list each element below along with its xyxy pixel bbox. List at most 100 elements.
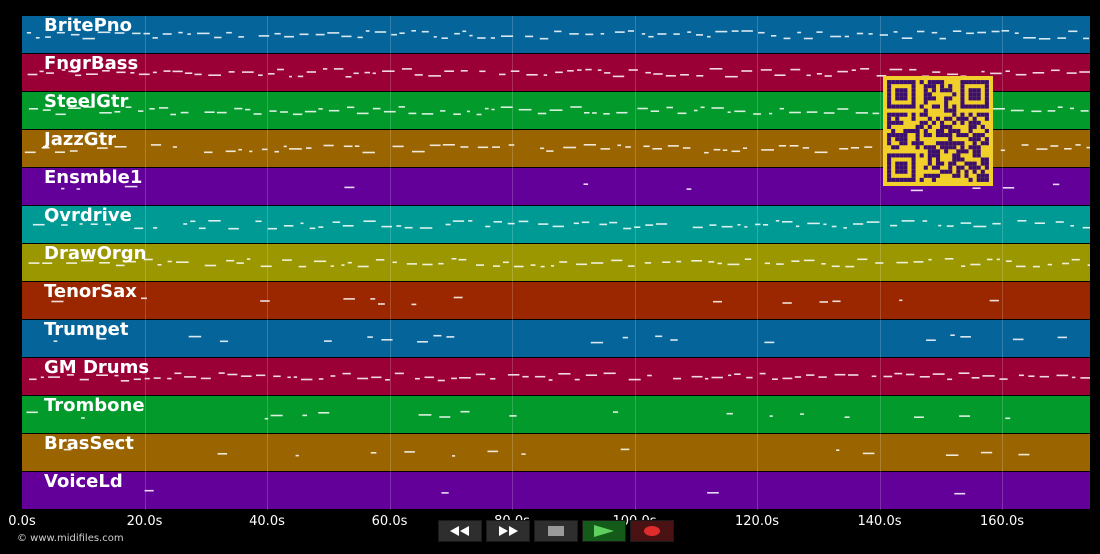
qr-module [923, 92, 928, 97]
qr-module [931, 173, 936, 178]
note [61, 69, 66, 71]
note [299, 33, 309, 36]
note [889, 68, 903, 71]
note [411, 30, 416, 32]
note [1039, 375, 1049, 378]
note [32, 223, 45, 226]
qr-module [980, 169, 985, 174]
note [645, 71, 651, 74]
qr-module [903, 96, 908, 101]
qr-module [960, 96, 965, 101]
qr-module [887, 169, 892, 174]
qr-module [968, 104, 973, 109]
note [1057, 106, 1063, 108]
note [637, 107, 648, 110]
note [585, 33, 594, 36]
note [401, 68, 412, 70]
note [717, 262, 722, 265]
note [454, 32, 460, 35]
note [324, 340, 332, 342]
track-lane[interactable]: VoiceLd [22, 472, 1090, 510]
qr-module [911, 161, 916, 166]
qr-module [923, 165, 928, 170]
note [774, 74, 786, 76]
note [1064, 148, 1072, 150]
qr-module [927, 92, 932, 97]
note [114, 374, 119, 377]
qr-module [895, 112, 900, 117]
note [1034, 222, 1045, 224]
qr-module [911, 88, 916, 93]
qr-module [944, 149, 949, 154]
note [392, 145, 404, 148]
note [727, 111, 731, 113]
qr-module [935, 133, 941, 138]
play-button[interactable] [582, 520, 626, 542]
note [343, 298, 355, 300]
note [1069, 107, 1074, 110]
qr-module [935, 116, 941, 121]
qr-module [899, 165, 904, 170]
note [848, 374, 859, 376]
note [1001, 30, 1010, 32]
qr-module [895, 92, 900, 97]
note [26, 411, 38, 414]
track-lane[interactable]: GM Drums [22, 358, 1090, 396]
note [170, 113, 176, 116]
note [476, 264, 484, 266]
qr-module [899, 177, 904, 182]
qr-module [944, 145, 949, 150]
track-lane[interactable]: Trombone [22, 396, 1090, 434]
qr-module [891, 145, 896, 150]
note [509, 415, 517, 417]
stop-button[interactable] [534, 520, 578, 542]
note [623, 227, 632, 230]
note [952, 30, 962, 32]
qr-module [984, 141, 989, 146]
track-lane[interactable]: Ovrdrive [22, 206, 1090, 244]
track-name: BritePno [44, 15, 132, 36]
fast-forward-button[interactable] [486, 520, 530, 542]
time-tick-label: 20.0s [126, 514, 163, 529]
note [772, 378, 778, 380]
note [803, 37, 813, 40]
note [208, 74, 221, 76]
note [417, 341, 428, 343]
note [634, 226, 641, 228]
note [309, 227, 316, 230]
record-button[interactable] [630, 520, 674, 542]
track-lane[interactable]: Trumpet [22, 320, 1090, 358]
qr-module [980, 157, 985, 162]
note [831, 225, 837, 228]
qr-module [895, 104, 900, 109]
track-lane[interactable]: DrawOrgn [22, 244, 1090, 282]
qr-module [952, 153, 957, 158]
track-lane[interactable]: BritePno [22, 16, 1090, 54]
note [616, 111, 628, 114]
note [1012, 338, 1024, 341]
note [381, 339, 393, 341]
note [776, 263, 784, 265]
note [69, 150, 78, 152]
note [330, 265, 334, 267]
note [204, 151, 213, 154]
time-tick-label: 40.0s [249, 514, 285, 529]
note [734, 110, 746, 113]
rewind-button[interactable] [438, 520, 482, 542]
note [183, 223, 188, 225]
note [116, 71, 126, 74]
note [982, 375, 995, 377]
qr-module [976, 92, 981, 97]
note [1014, 32, 1019, 34]
track-lane[interactable]: TenorSax [22, 282, 1090, 320]
note [800, 413, 804, 415]
note [818, 376, 827, 378]
note [289, 75, 292, 78]
note [1010, 109, 1024, 112]
track-name: JazzGtr [44, 129, 117, 150]
note [662, 261, 671, 263]
track-lane[interactable]: BrasSect [22, 434, 1090, 472]
time-tick-label: 140.0s [857, 514, 902, 529]
qr-module [972, 116, 977, 121]
note [570, 106, 582, 108]
